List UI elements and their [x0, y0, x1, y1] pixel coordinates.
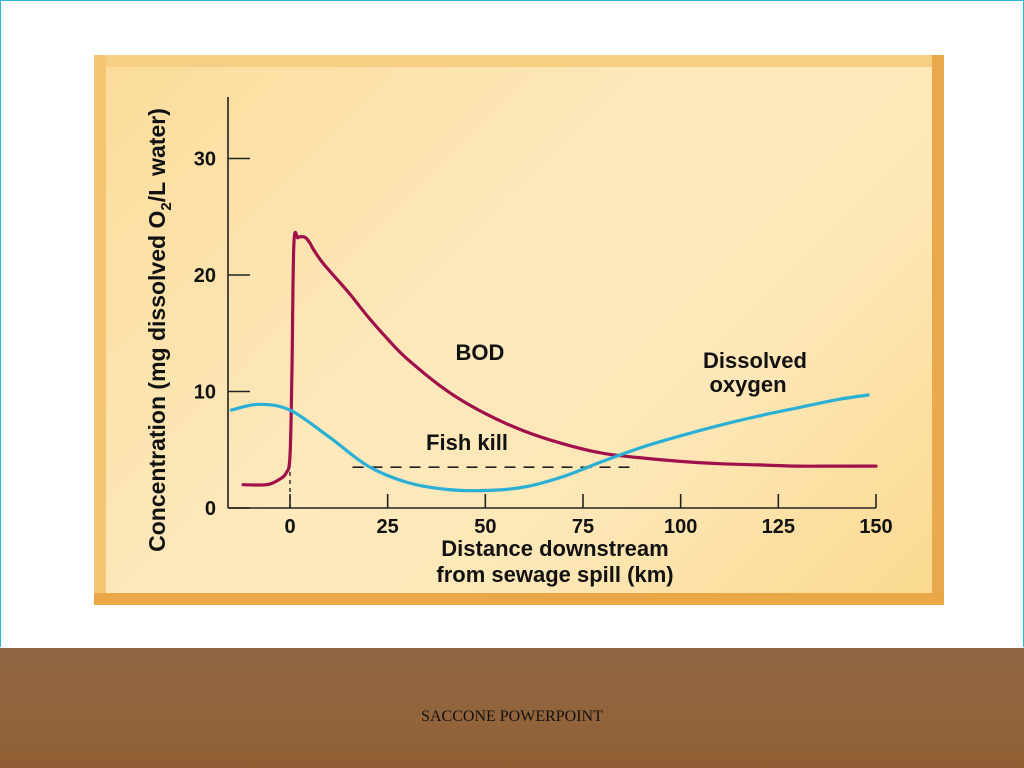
- chart-labels: Concentration (mg dissolved O2/L water) …: [144, 108, 807, 587]
- x-tick-label: 75: [572, 516, 594, 538]
- fish-kill-label: Fish kill: [426, 430, 508, 455]
- chart-ticks: 0 10 20 30 0 25 50 75 100 125 150: [194, 149, 893, 539]
- y-tick-label: 0: [205, 498, 216, 520]
- footer-band: [0, 648, 1024, 768]
- y-tick-label: 10: [194, 382, 216, 404]
- x-tick-label: 25: [377, 516, 399, 538]
- x-axis-label-line1: Distance downstream: [441, 536, 668, 561]
- x-tick-label: 100: [664, 516, 697, 538]
- frame-bevel-top: [94, 55, 944, 67]
- chart-series: [229, 230, 878, 493]
- frame-bevel-bottom: [94, 593, 944, 605]
- frame-bevel-right: [932, 55, 944, 605]
- line-chart: 0 10 20 30 0 25 50 75 100 125 150 Concentration (m…: [144, 97, 893, 587]
- figure-frame: [94, 55, 944, 605]
- x-tick-label: 150: [859, 516, 892, 538]
- y-axis-label: Concentration (mg dissolved O2/L water): [144, 108, 175, 552]
- x-axis-label-line2: from sewage spill (km): [436, 562, 673, 587]
- dissolved-oxygen-label-line2: oxygen: [709, 372, 786, 397]
- bod-series-line: [241, 230, 878, 487]
- footer-text: SACCONE POWERPOINT: [421, 708, 603, 725]
- chart-axes: [227, 97, 876, 509]
- y-tick-label: 30: [194, 149, 216, 171]
- dissolved-oxygen-label-line1: Dissolved: [703, 348, 807, 373]
- frame-bevel-left: [94, 55, 106, 605]
- x-tick-label: 50: [474, 516, 496, 538]
- dissolved-oxygen-series-line: [229, 393, 870, 493]
- bod-series-label: BOD: [456, 340, 505, 365]
- figure-panel: [106, 67, 932, 593]
- y-tick-label: 20: [194, 265, 216, 287]
- x-tick-label: 125: [762, 516, 795, 538]
- x-tick-label: 0: [284, 516, 295, 538]
